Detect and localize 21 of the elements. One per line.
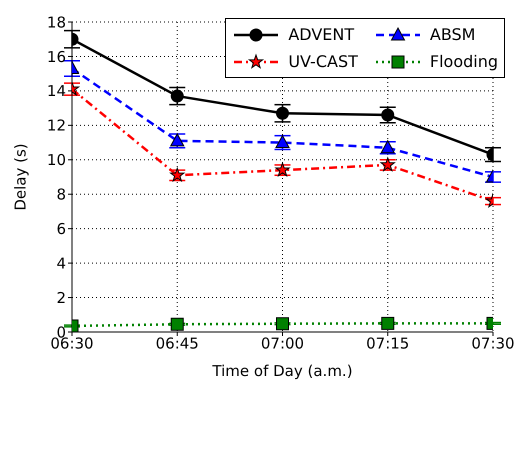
x-tick-label: 07:15 — [366, 334, 410, 353]
point — [276, 317, 289, 330]
y-tick-label: 10 — [46, 151, 66, 170]
x-axis-title: Time of Day (a.m.) — [211, 362, 353, 380]
y-tick-label: 12 — [46, 116, 66, 135]
y-tick-label: 14 — [46, 82, 66, 100]
x-tick-label: 07:00 — [260, 334, 304, 353]
y-tick-label: 8 — [56, 186, 66, 204]
legend-label: UV-CAST — [288, 52, 358, 71]
x-tick-label: 06:45 — [156, 334, 199, 353]
legend-label: ADVENT — [288, 25, 354, 44]
y-axis-title: Delay (s) — [11, 143, 30, 211]
legend-label: Flooding — [430, 52, 498, 71]
y-tick-label: 2 — [56, 288, 66, 307]
y-tick-label: 6 — [56, 220, 66, 238]
point — [276, 106, 289, 120]
legend-label: ABSM — [430, 25, 476, 44]
x-tick-label: 07:30 — [471, 334, 515, 353]
y-tick-label: 4 — [56, 254, 66, 272]
y-tick-label: 16 — [46, 48, 66, 66]
y-tick-label: 18 — [46, 13, 66, 32]
